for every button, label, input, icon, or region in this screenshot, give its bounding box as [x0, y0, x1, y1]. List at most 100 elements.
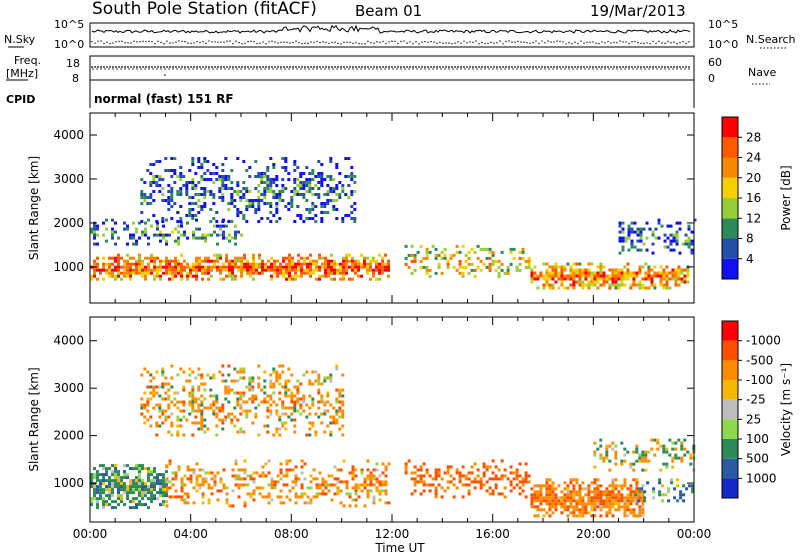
velocity-cell [212, 376, 216, 380]
power-cell [114, 268, 117, 272]
velocity-cell [146, 418, 150, 422]
power-cell [108, 271, 111, 275]
power-cell [159, 274, 162, 278]
velocity-cell [620, 459, 624, 463]
velocity-cell [599, 444, 603, 448]
power-cell [413, 259, 417, 263]
power-cell [191, 157, 195, 160]
velocity-cell [629, 465, 633, 469]
velocity-cell [269, 394, 273, 398]
velocity-cell [545, 478, 549, 482]
velocity-cell [188, 379, 192, 383]
velocity-cell [596, 499, 600, 503]
power-cell [186, 262, 189, 266]
velocity-cell [437, 483, 441, 487]
power-cell [126, 271, 129, 275]
velocity-cell [303, 462, 307, 466]
power-cell [284, 157, 288, 160]
nave-dot [528, 68, 530, 70]
power-cell [578, 274, 582, 278]
nave-dot [556, 68, 558, 70]
velocity-cell [105, 479, 108, 483]
power-cell [126, 253, 129, 257]
power-cell [234, 224, 237, 228]
power-cell [203, 157, 207, 160]
power-cell [303, 262, 306, 266]
velocity-cell [467, 492, 471, 496]
velocity-cell [108, 497, 111, 501]
power-cell [144, 230, 147, 234]
velocity-cell [144, 494, 147, 498]
power-cell [357, 265, 360, 269]
power-cell [617, 286, 621, 290]
velocity-cell [251, 397, 255, 401]
freq-dot [151, 66, 153, 68]
velocity-cell [269, 379, 273, 383]
power-cell [282, 256, 285, 260]
velocity-cell [183, 501, 187, 505]
power-cell [213, 230, 216, 234]
power-cell [320, 181, 324, 184]
power-cell [659, 280, 663, 284]
velocity-cell [221, 427, 225, 431]
nave-dot [500, 68, 502, 70]
power-cell [677, 283, 681, 287]
power-cell [299, 187, 303, 190]
velocity-cell [138, 464, 141, 468]
velocity-cell [605, 450, 609, 454]
velocity-cell [135, 503, 138, 507]
nave-dot [284, 68, 286, 70]
power-cell [330, 271, 333, 275]
power-cell [687, 224, 691, 228]
velocity-cell [146, 400, 150, 404]
velocity-cell [218, 409, 222, 413]
power-cell [366, 268, 369, 272]
power-cell [173, 172, 177, 175]
power-cell [249, 262, 252, 266]
velocity-cell [326, 400, 330, 404]
velocity-cell [209, 394, 213, 398]
velocity-cell [311, 370, 315, 374]
power-cell [186, 277, 189, 281]
velocity-cell [146, 403, 150, 407]
power-cell [257, 208, 261, 211]
velocity-cell [251, 385, 255, 389]
velocity-cell [203, 430, 207, 434]
velocity-cell [195, 477, 199, 481]
power-cell [185, 190, 189, 193]
power-cell [315, 277, 318, 281]
nsearch-dot [265, 43, 267, 45]
power-cell [476, 256, 480, 260]
power-cell [653, 265, 657, 269]
nave-dot [244, 68, 246, 70]
power-cell [623, 283, 627, 287]
velocity-cell [590, 499, 594, 503]
power-cell [179, 187, 183, 190]
velocity-cell [551, 505, 555, 509]
velocity-cell [596, 505, 600, 509]
power-cell [618, 251, 622, 255]
velocity-cell [563, 505, 567, 509]
velocity-cell [123, 485, 126, 489]
velocity-cell [191, 385, 195, 389]
velocity-cell [518, 492, 522, 496]
nsearch-dot [619, 40, 621, 42]
velocity-cell [521, 480, 525, 484]
velocity-cell [413, 465, 417, 469]
velocity-cell [623, 514, 627, 518]
power-cell [206, 169, 210, 172]
velocity-cell [126, 494, 129, 498]
velocity-cell [102, 497, 105, 501]
velocity-cell [335, 421, 339, 425]
nave-dot [456, 68, 458, 70]
power-cell [663, 239, 667, 243]
nsearch-dot [373, 42, 375, 44]
power-cell [186, 221, 189, 225]
velocity-cell [542, 514, 546, 518]
velocity-cell [207, 471, 211, 475]
velocity-cell [147, 485, 150, 489]
velocity-cell [602, 459, 606, 463]
power-cell [335, 199, 339, 202]
velocity-cell [578, 493, 582, 497]
